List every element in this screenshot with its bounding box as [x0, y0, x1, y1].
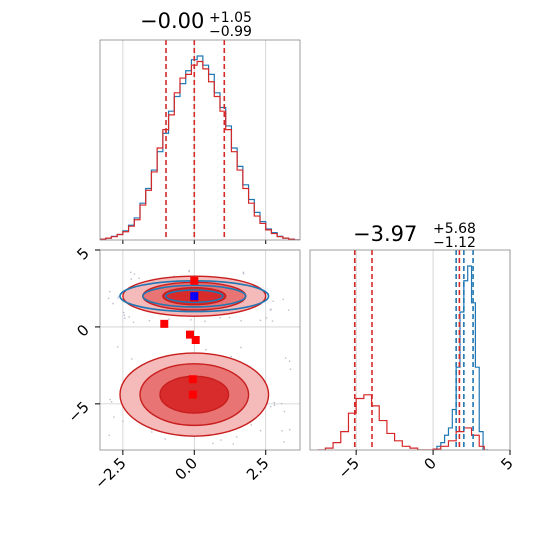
scatter-point [288, 428, 291, 431]
scatter-point [287, 309, 290, 311]
panel-bottom-right-title-lower: −1.12 [433, 235, 476, 251]
x-tick-label: 2.5 [243, 454, 273, 484]
scatter-point [259, 429, 262, 432]
scatter-point [212, 442, 214, 445]
scatter-point [123, 314, 126, 317]
panel-top-left-title: −0.00 [140, 9, 204, 33]
scatter-point [131, 358, 133, 360]
scatter-point [289, 368, 292, 370]
x-tick-label: 0 [420, 454, 439, 473]
scatter-point [232, 443, 235, 445]
x-tick-label: 0.0 [172, 454, 202, 484]
panel-top-left-title-upper: +1.05 [209, 10, 252, 26]
scatter-point [122, 311, 125, 314]
scatter-point [230, 355, 232, 358]
scatter-point [117, 297, 119, 299]
scatter-point [113, 416, 115, 418]
scatter-point [128, 316, 130, 318]
scatter-point [240, 319, 242, 322]
scatter-point [280, 402, 283, 405]
red-marker [190, 276, 199, 285]
scatter-point [272, 300, 274, 302]
panel-bottom-left: −2.5 0.0 2.5 −5 0 5 [64, 244, 301, 493]
scatter-point [205, 348, 207, 351]
panel-top-left-frame [99, 39, 301, 241]
panel-bottom-left-frame [99, 249, 301, 451]
series-red-histogram [317, 394, 485, 450]
blue-contour [164, 289, 224, 304]
panel-bottom-right-title-upper: +5.68 [433, 221, 476, 237]
scatter-point [283, 441, 285, 443]
scatter-point [288, 360, 291, 362]
scatter-point [133, 273, 136, 275]
series-blue-histogram [433, 265, 489, 450]
scatter-point [132, 321, 135, 324]
scatter-point [242, 272, 245, 275]
y-tick-label: 0 [73, 321, 92, 340]
red-marker [188, 390, 197, 399]
scatter-point [240, 346, 242, 349]
panel-top-left-grid [122, 40, 267, 244]
scatter-point [138, 277, 140, 280]
scatter-point [259, 319, 262, 322]
scatter-point [116, 346, 119, 348]
scatter-point [219, 316, 221, 319]
scatter-point [188, 270, 190, 273]
scatter-point [242, 271, 245, 274]
scatter-point [109, 398, 111, 401]
scatter-point [281, 430, 283, 432]
x-tick-label: −5 [335, 454, 363, 482]
panel-bottom-right: −5 0 5 −3.97 +5.68 −1.12 [309, 221, 517, 482]
scatter-point [108, 434, 111, 437]
panel-top-left-title-lower: −0.99 [209, 24, 252, 40]
scatter-point [270, 308, 272, 311]
scatter-point [204, 320, 206, 322]
scatter-point [129, 271, 132, 274]
scatter-point [220, 439, 222, 441]
scatter-point [148, 319, 151, 322]
series-red-histogram [100, 60, 300, 240]
scatter-point [282, 298, 285, 301]
scatter-point [107, 297, 110, 300]
scatter-point [250, 424, 253, 426]
scatter-point [168, 318, 170, 320]
scatter-point [109, 290, 111, 293]
scatter-point [112, 302, 114, 305]
red-marker [188, 375, 197, 384]
red-marker [191, 336, 200, 344]
scatter-point [265, 316, 268, 319]
panel-bottom-right-frame [309, 249, 511, 451]
scatter-point [273, 401, 276, 404]
panel-bottom-right-title: −3.97 [353, 222, 417, 246]
scatter-point [284, 357, 287, 359]
y-tick-label: 5 [73, 244, 92, 263]
scatter-point [235, 436, 238, 438]
scatter-point [124, 317, 126, 319]
scatter-point [151, 431, 153, 433]
scatter-point [190, 319, 192, 321]
scatter-point [228, 316, 231, 319]
red-marker [160, 319, 169, 328]
panel-top-left: −0.00 +1.05 −0.99 [99, 9, 301, 244]
scatter-point [271, 320, 274, 322]
scatter-point [273, 404, 276, 407]
scatter-point [283, 410, 286, 413]
y-tick-label: −5 [64, 398, 92, 426]
series-blue-histogram [100, 55, 300, 240]
scatter-point [164, 438, 167, 440]
blue-contour [142, 284, 247, 308]
red-marker [186, 330, 194, 339]
scatter-point [269, 405, 272, 408]
scatter-point [122, 420, 124, 422]
blue-marker [190, 292, 199, 301]
x-tick-label: −2.5 [91, 454, 129, 492]
scatter-point [110, 401, 113, 403]
x-tick-label: 5 [497, 454, 516, 473]
scatter-point [130, 278, 133, 280]
